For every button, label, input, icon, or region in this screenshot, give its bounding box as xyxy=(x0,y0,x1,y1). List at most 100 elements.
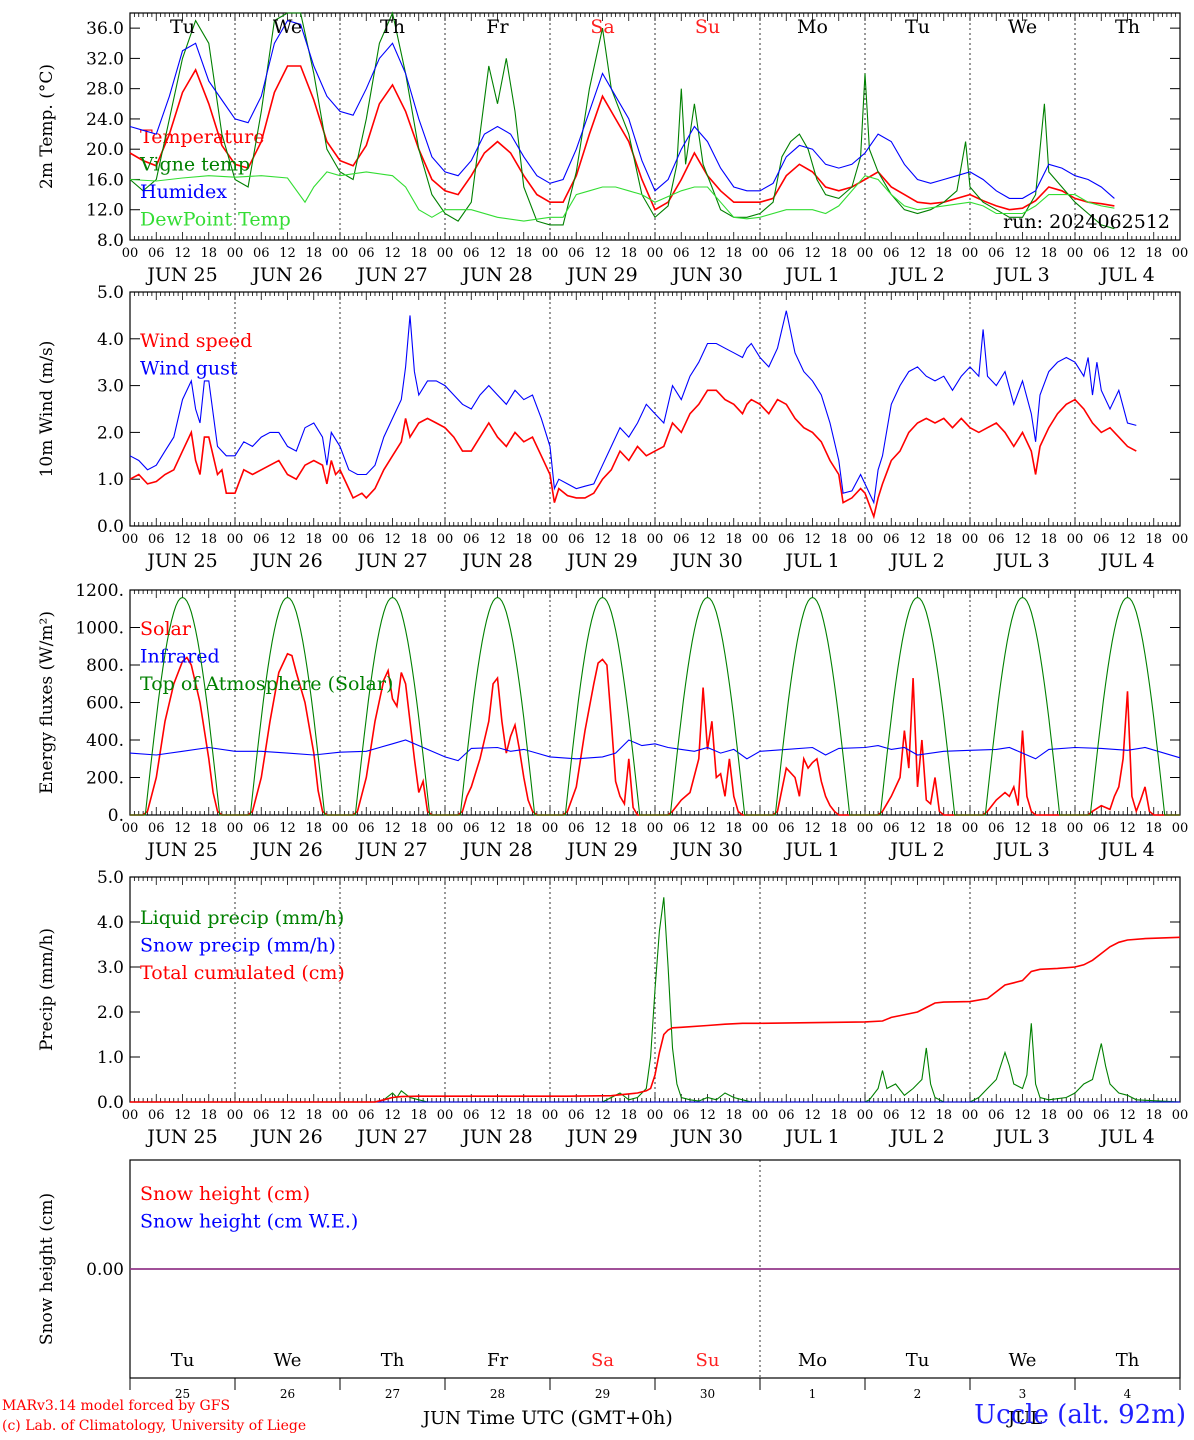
x-hour-label: 00 xyxy=(647,1108,664,1123)
x-hour-label: 00 xyxy=(122,532,139,547)
series-line xyxy=(129,19,1115,199)
weekday-label-bottom: Th xyxy=(1116,1350,1140,1371)
x-hour-label: 00 xyxy=(437,246,454,261)
weekday-label: Mo xyxy=(797,16,828,38)
x-hour-label: 12 xyxy=(909,1108,926,1123)
x-date-label: JUN 28 xyxy=(460,1126,532,1148)
x-date-label: JUL 2 xyxy=(888,264,944,286)
legend-entry: Temperature xyxy=(140,126,264,148)
x-hour-label: 18 xyxy=(620,1108,637,1123)
x-date-label: JUL 3 xyxy=(993,264,1049,286)
x-hour-label: 06 xyxy=(358,1108,375,1123)
x-month-label: JUL xyxy=(1006,1408,1042,1429)
x-day-number: 1 xyxy=(809,1387,817,1401)
x-hour-label: 00 xyxy=(962,1108,979,1123)
weekday-label: Fr xyxy=(486,16,509,38)
x-hour-label: 18 xyxy=(620,532,637,547)
x-hour-label: 12 xyxy=(279,532,296,547)
y-tick-label: 8.0 xyxy=(97,231,124,251)
x-hour-label: 06 xyxy=(778,246,795,261)
x-date-label: JUN 30 xyxy=(670,1126,742,1148)
x-hour-label: 18 xyxy=(410,246,427,261)
y-tick-label: 3.0 xyxy=(97,377,124,397)
y-axis-label: 10m Wind (m/s) xyxy=(37,341,57,478)
x-hour-label: 06 xyxy=(1093,532,1110,547)
x-hour-label: 00 xyxy=(122,246,139,261)
weekday-label-bottom: We xyxy=(1009,1350,1037,1371)
x-day-number: 3 xyxy=(1019,1387,1027,1401)
x-hour-label: 00 xyxy=(1067,821,1084,836)
weekday-label: Tu xyxy=(905,16,930,38)
y-tick-label: 800. xyxy=(86,656,124,676)
x-hour-label: 06 xyxy=(673,246,690,261)
panel-5: 0.00 Snow height (cm) Snow height (cm) Snow… xyxy=(37,1159,1181,1379)
station-label: Uccle (alt. 92m) xyxy=(974,1400,1186,1430)
y-axis-label: 2m Temp. (°C) xyxy=(37,64,57,189)
weekday-label: Sa xyxy=(590,16,614,38)
legend-entry: Vigne temp xyxy=(139,154,250,176)
weekday-label: We xyxy=(273,16,302,38)
x-date-label: JUN 28 xyxy=(460,550,532,572)
x-date-label: JUN 29 xyxy=(565,839,637,861)
x-day-number: 28 xyxy=(490,1387,505,1401)
y-axis-label: Snow height (cm) xyxy=(37,1193,57,1345)
x-date-label: JUN 27 xyxy=(355,550,427,572)
y-tick-label: 400. xyxy=(86,731,124,751)
x-hour-label: 18 xyxy=(935,821,952,836)
x-hour-label: 12 xyxy=(699,532,716,547)
weekday-label: Th xyxy=(380,16,405,38)
x-hour-label: 00 xyxy=(647,246,664,261)
x-hour-label: 18 xyxy=(515,821,532,836)
x-hour-label: 06 xyxy=(1093,246,1110,261)
y-tick-label: 1000. xyxy=(75,619,124,639)
x-hour-label: 06 xyxy=(253,1108,270,1123)
x-date-label: JUL 1 xyxy=(783,1126,839,1148)
y-tick-label: 36.0 xyxy=(86,19,124,39)
x-hour-label: 18 xyxy=(1040,532,1057,547)
x-hour-label: 00 xyxy=(857,532,874,547)
model-credit: MARv3.14 model forced by GFS xyxy=(2,1398,231,1414)
x-date-label: JUL 2 xyxy=(888,1126,944,1148)
x-hour-label: 18 xyxy=(935,532,952,547)
x-hour-label: 06 xyxy=(883,532,900,547)
weekday-label-bottom: Tu xyxy=(171,1350,195,1371)
x-hour-label: 06 xyxy=(883,246,900,261)
weekday-label: We xyxy=(1008,16,1037,38)
x-hour-label: 00 xyxy=(227,821,244,836)
x-hour-label: 06 xyxy=(463,821,480,836)
x-hour-label: 18 xyxy=(620,821,637,836)
y-tick-label: 2.0 xyxy=(97,1003,124,1023)
x-hour-label: 18 xyxy=(410,532,427,547)
x-hour-label: 12 xyxy=(384,532,401,547)
series-line xyxy=(129,171,1115,222)
y-tick-label: 0. xyxy=(108,806,124,826)
x-hour-label: 00 xyxy=(647,532,664,547)
x-hour-label: 00 xyxy=(1172,1108,1189,1123)
x-hour-label: 12 xyxy=(279,246,296,261)
x-hour-label: 00 xyxy=(647,821,664,836)
x-hour-label: 12 xyxy=(174,246,191,261)
x-date-label: JUN 29 xyxy=(565,550,637,572)
x-hour-label: 00 xyxy=(437,532,454,547)
x-hour-label: 12 xyxy=(1119,246,1136,261)
y-tick-label: 3.0 xyxy=(97,958,124,978)
y-tick-label: 2.0 xyxy=(97,423,124,443)
x-date-label: JUN 25 xyxy=(145,1126,217,1148)
legend-entry: Humidex xyxy=(140,181,227,203)
series-line xyxy=(129,389,1137,520)
x-date-label: JUL 4 xyxy=(1098,550,1154,572)
x-date-label: JUL 3 xyxy=(993,550,1049,572)
x-hour-label: 18 xyxy=(1040,246,1057,261)
weekday-label-bottom: Sa xyxy=(591,1350,614,1371)
x-hour-label: 18 xyxy=(305,1108,322,1123)
y-tick-label: 1200. xyxy=(75,581,124,601)
x-hour-label: 12 xyxy=(174,532,191,547)
x-hour-label: 06 xyxy=(253,821,270,836)
x-hour-label: 06 xyxy=(568,821,585,836)
panel-4: 0.0 1.0 2.0 3.0 4.0 5.0 Precip (mm/h) Liquid pr… xyxy=(37,868,1188,1148)
x-hour-label: 00 xyxy=(1172,821,1189,836)
x-hour-label: 18 xyxy=(830,246,847,261)
x-hour-label: 12 xyxy=(279,821,296,836)
x-hour-label: 00 xyxy=(332,821,349,836)
